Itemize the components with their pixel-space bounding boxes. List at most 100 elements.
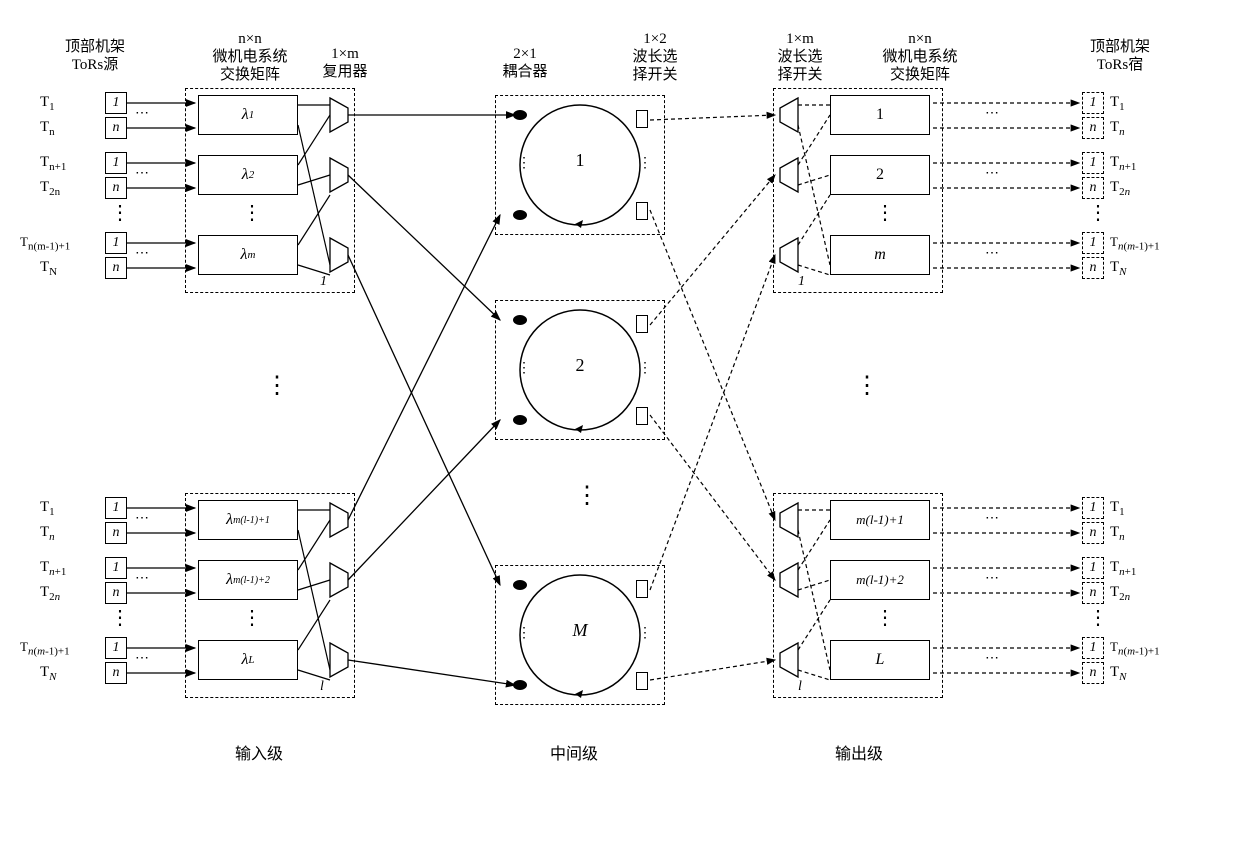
header-wss-out: 1×m 波长选 择开关 (765, 30, 835, 84)
port-box: 1 (105, 232, 127, 254)
hdots: ⋯ (135, 650, 149, 667)
vdots: ⋮ (517, 630, 533, 637)
port-box: 1 (105, 557, 127, 579)
hdots: ⋯ (135, 510, 149, 527)
vdots-rings: ⋮ (575, 490, 601, 502)
hdots: ⋯ (985, 105, 999, 122)
vdots: ⋮ (110, 613, 132, 623)
ring-label-1: 1 (565, 150, 595, 171)
hdots: ⋯ (985, 570, 999, 587)
vdots: ⋮ (875, 613, 897, 623)
optical-switch-diagram: 顶部机架 ToRs源 n×n 微机电系统 交换矩阵 1×m 复用器 2×1 耦合… (20, 20, 1220, 847)
wss-rect (636, 202, 648, 220)
tor-label: Tn (40, 119, 55, 138)
wss-rect (636, 672, 648, 690)
matrix-lambda-ml1: λm(l-1)+1 (198, 500, 298, 540)
tor-label: T1 (1110, 499, 1125, 518)
vdots: ⋮ (875, 208, 897, 218)
coupler-dot (513, 315, 527, 325)
port-box: n (105, 177, 127, 199)
port-box-out: 1 (1082, 232, 1104, 254)
matrix-out-ml2: m(l-1)+2 (830, 560, 930, 600)
port-box: 1 (105, 637, 127, 659)
tor-label: TN (1110, 664, 1127, 683)
vdots-out-groups: ⋮ (855, 380, 881, 392)
vdots: ⋮ (242, 208, 264, 218)
coupler-dot (513, 680, 527, 690)
port-box: n (105, 522, 127, 544)
port-box: n (105, 582, 127, 604)
header-mux: 1×m 复用器 (310, 45, 380, 81)
port-box: 1 (105, 152, 127, 174)
matrix-out-L: L (830, 640, 930, 680)
tor-label: Tn(m-1)+1 (1110, 234, 1160, 253)
port-box: n (105, 117, 127, 139)
vdots-groups: ⋮ (265, 380, 291, 392)
coupler-dot (513, 210, 527, 220)
matrix-out-ml1: m(l-1)+1 (830, 500, 930, 540)
matrix-lambda-2: λ2 (198, 155, 298, 195)
stage-label-input: 输入级 (235, 740, 283, 764)
input-box-num-2: l (320, 679, 324, 695)
wss-rect (636, 315, 648, 333)
port-box-out: 1 (1082, 92, 1104, 114)
tor-label: TN (1110, 259, 1127, 278)
vdots: ⋮ (242, 613, 264, 623)
matrix-out-2: 2 (830, 155, 930, 195)
hdots: ⋯ (985, 510, 999, 527)
vdots: ⋮ (1088, 613, 1110, 623)
wss-rect (636, 407, 648, 425)
hdots: ⋯ (135, 570, 149, 587)
hdots: ⋯ (985, 650, 999, 667)
tor-label: T1 (1110, 94, 1125, 113)
port-box: n (105, 662, 127, 684)
tor-label: Tn(m-1)+1 (20, 639, 70, 658)
header-wss-mid: 1×2 波长选 择开关 (620, 30, 690, 84)
vdots: ⋮ (517, 160, 533, 167)
port-box-out: 1 (1082, 637, 1104, 659)
port-box-out: n (1082, 257, 1104, 279)
port-box-out: n (1082, 662, 1104, 684)
tor-label: Tn (1110, 524, 1125, 543)
coupler-dot (513, 580, 527, 590)
wss-rect (636, 110, 648, 128)
port-box-out: n (1082, 522, 1104, 544)
port-box-out: 1 (1082, 152, 1104, 174)
hdots: ⋯ (985, 245, 999, 262)
input-box-num-1: 1 (320, 274, 327, 290)
hdots: ⋯ (135, 165, 149, 182)
vdots: ⋮ (110, 208, 132, 218)
vdots: ⋮ (638, 630, 654, 637)
wss-rect (636, 580, 648, 598)
vdots: ⋮ (1088, 208, 1110, 218)
output-box-num-2: l (798, 679, 802, 695)
tor-label: T1 (40, 94, 55, 113)
tor-label: Tn+1 (40, 559, 66, 578)
hdots: ⋯ (135, 105, 149, 122)
port-box: n (105, 257, 127, 279)
header-mems-right: n×n 微机电系统 交换矩阵 (865, 30, 975, 84)
port-box: 1 (105, 497, 127, 519)
matrix-lambda-1: λ1 (198, 95, 298, 135)
tor-label: T2n (1110, 179, 1130, 198)
stage-label-output: 输出级 (835, 740, 883, 764)
matrix-lambda-L: λL (198, 640, 298, 680)
ring-label-2: 2 (565, 355, 595, 376)
tor-label: T2n (40, 584, 60, 603)
tor-label: T2n (1110, 584, 1130, 603)
tor-label: Tn+1 (1110, 559, 1136, 578)
header-tors-dst: 顶部机架 ToRs宿 (1075, 38, 1165, 74)
matrix-lambda-ml2: λm(l-1)+2 (198, 560, 298, 600)
matrix-lambda-m: λm (198, 235, 298, 275)
coupler-dot (513, 415, 527, 425)
tor-label: Tn(m-1)+1 (20, 234, 70, 253)
tor-label: TN (40, 664, 57, 683)
header-coupler: 2×1 耦合器 (490, 45, 560, 81)
tor-label: Tn (40, 524, 55, 543)
port-box-out: n (1082, 117, 1104, 139)
port-box-out: n (1082, 177, 1104, 199)
matrix-out-1: 1 (830, 95, 930, 135)
tor-label: TN (40, 259, 57, 278)
hdots: ⋯ (985, 165, 999, 182)
tor-label: Tn+1 (40, 154, 66, 173)
